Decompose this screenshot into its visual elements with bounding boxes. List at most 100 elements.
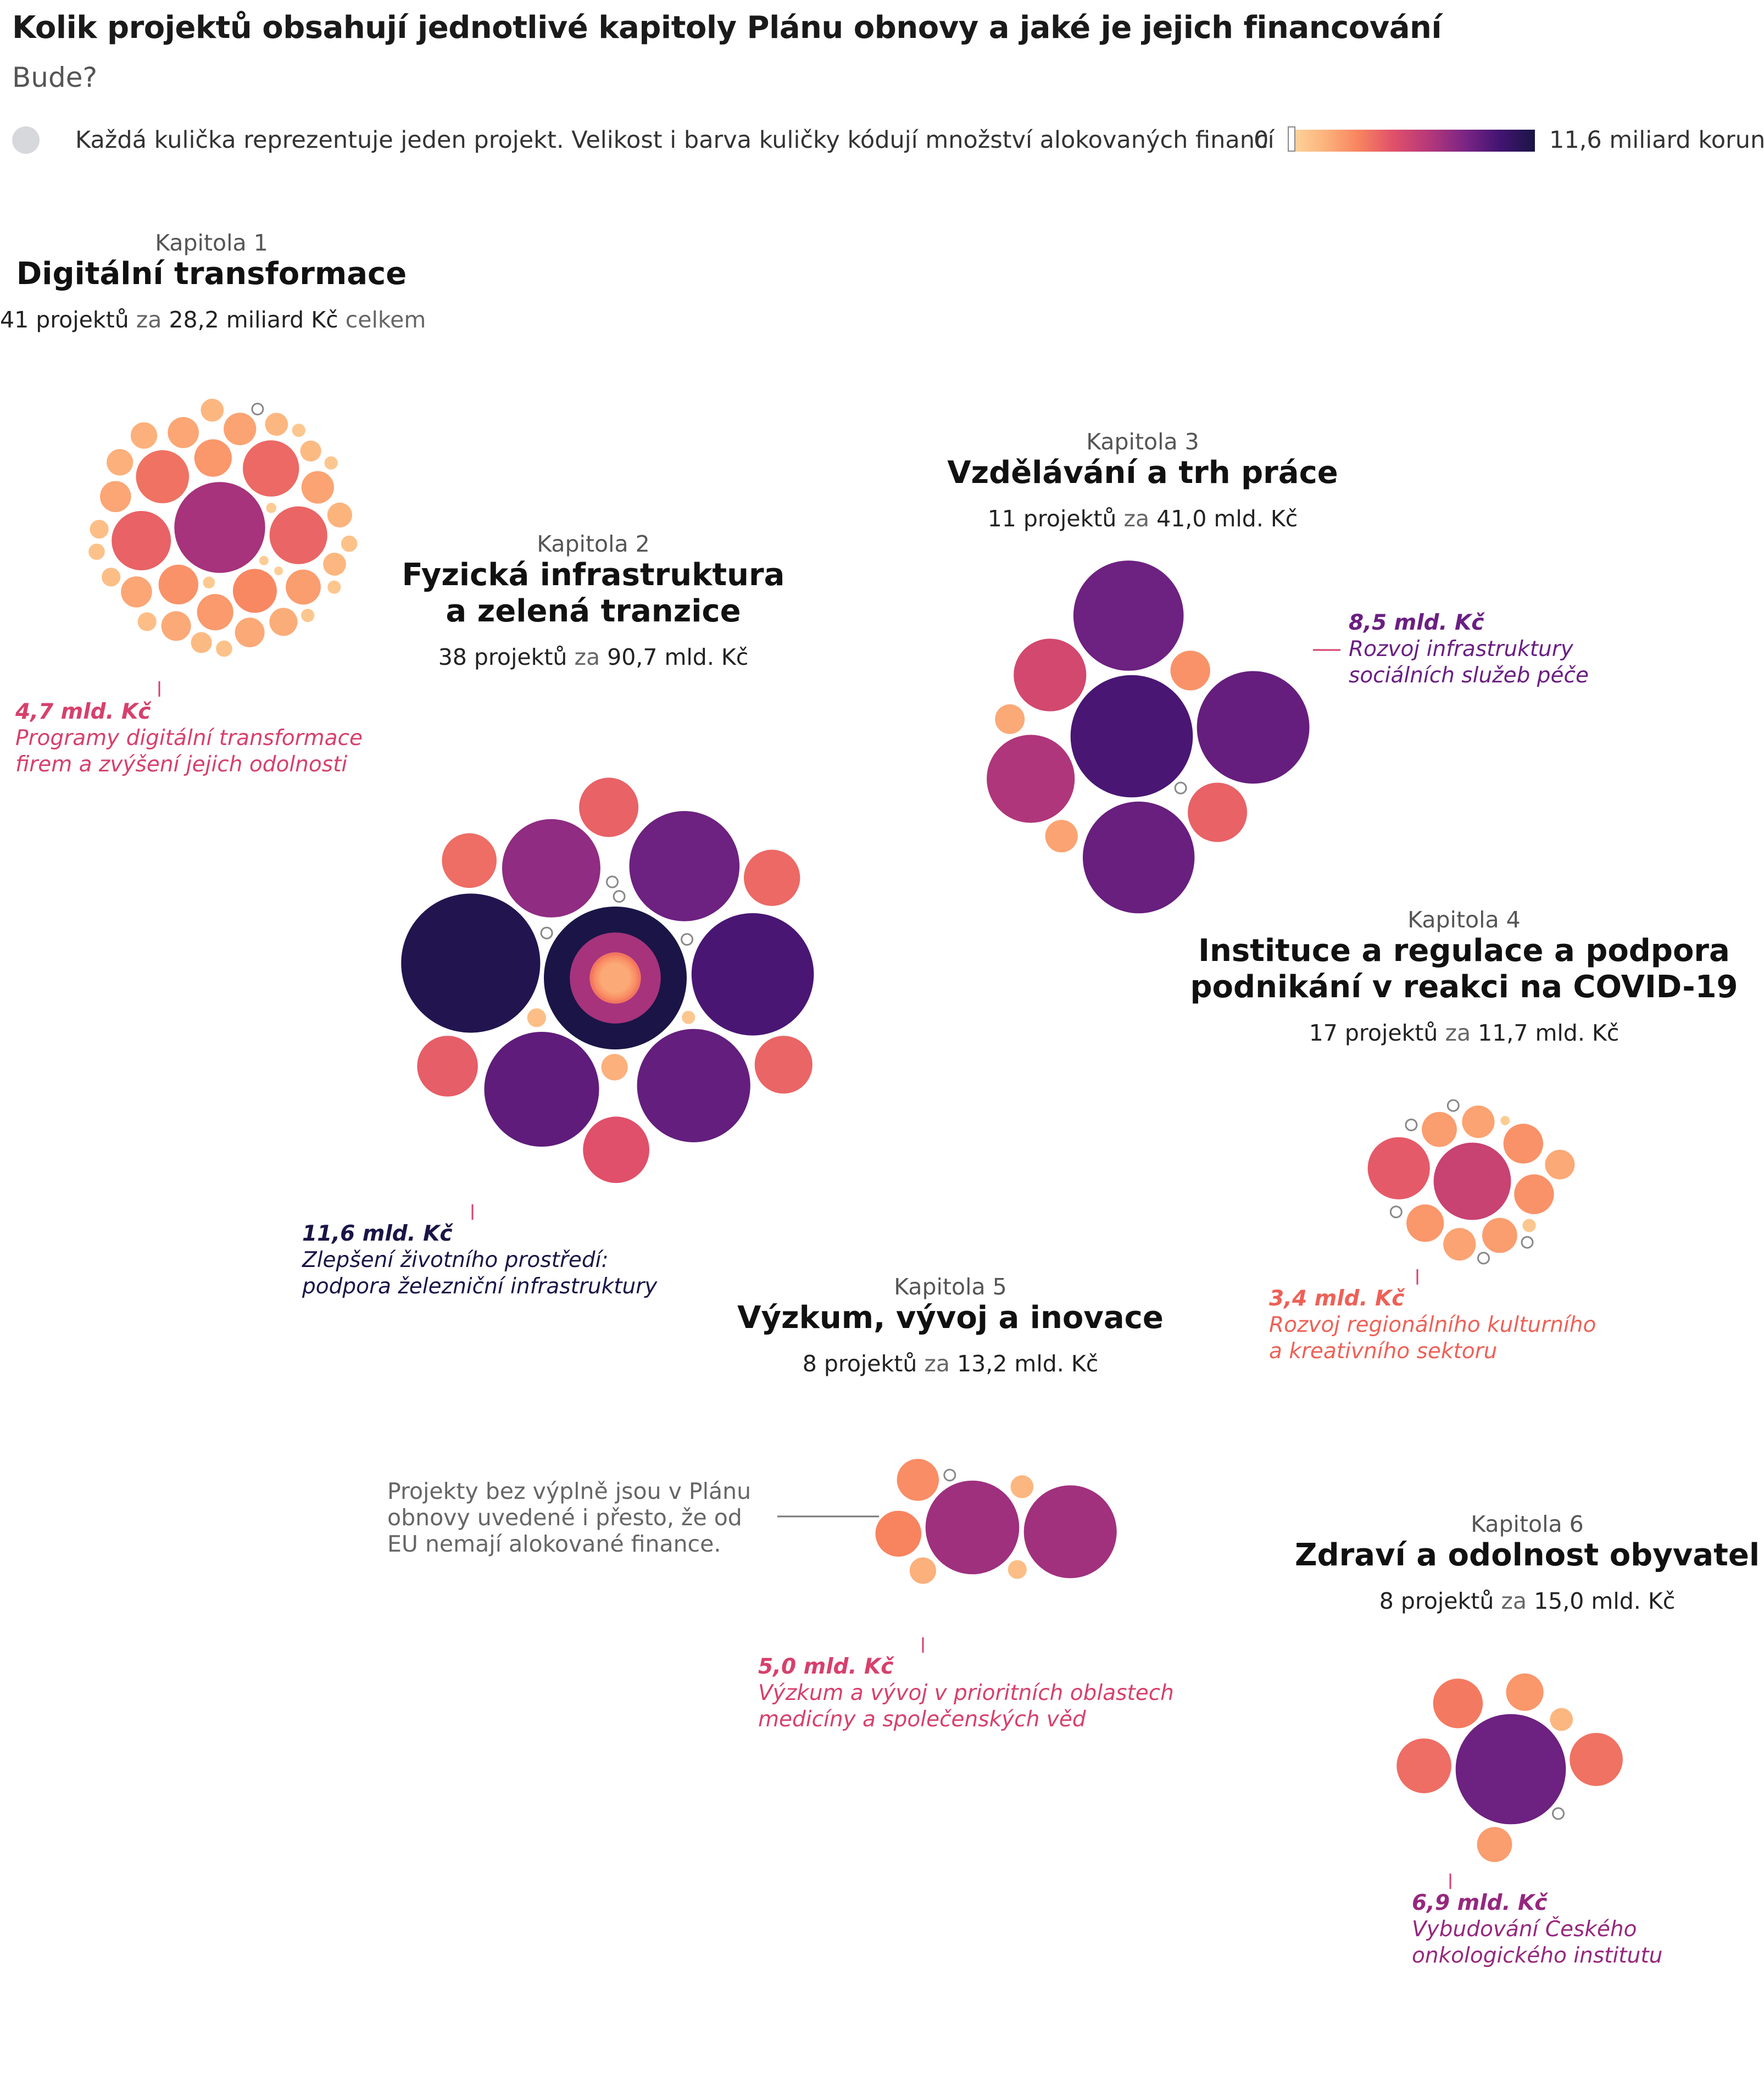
project-bubble <box>1010 1475 1034 1498</box>
project-bubble <box>744 849 800 906</box>
project-bubble <box>161 611 191 641</box>
chapter-name: Vzdělávání a trh práce <box>947 455 1338 491</box>
project-bubble <box>191 632 212 653</box>
project-bubble <box>137 612 157 631</box>
chapter-3-header: Kapitola 3 Vzdělávání a trh práce 11 pro… <box>879 429 1406 532</box>
project-bubble <box>300 440 321 462</box>
chapter-total: 41,0 mld. Kč <box>1156 505 1298 532</box>
project-bubble <box>266 503 277 513</box>
project-bubble <box>1545 1149 1575 1180</box>
project-bubble <box>232 569 277 613</box>
project-bubble <box>301 609 315 623</box>
project-bubble <box>100 481 131 513</box>
cluster-chapter-5 <box>875 1459 1117 1584</box>
project-bubble <box>136 450 190 503</box>
project-bubble <box>1008 1560 1027 1579</box>
project-bubble <box>1433 1142 1511 1220</box>
chapter-total: 13,2 mld. Kč <box>957 1351 1099 1377</box>
project-bubble <box>875 1510 922 1557</box>
annotation-amount: 3,4 mld. Kč <box>1269 1286 1405 1311</box>
annotation-amount: 4,7 mld. Kč <box>15 699 151 724</box>
project-bubble <box>194 439 232 477</box>
project-bubble <box>1170 651 1210 691</box>
project-bubble <box>130 422 158 449</box>
annotation-chapter-2: 11,6 mld. Kč Zlepšení životního prostřed… <box>302 1221 657 1300</box>
project-bubble <box>292 424 305 437</box>
project-count: 41 projektů <box>0 307 129 333</box>
project-bubble-empty <box>1174 781 1187 794</box>
chapter-stats: 17 projektů za 11,7 mld. Kč <box>1170 1020 1758 1046</box>
empty-bubbles-note: Projekty bez výplně jsou v Plánu obnovy … <box>387 1478 751 1557</box>
project-bubble <box>601 1054 628 1081</box>
chapter-stats: 8 projektů za 13,2 mld. Kč <box>687 1351 1214 1377</box>
project-bubble <box>401 893 541 1033</box>
project-bubble <box>754 1036 813 1094</box>
project-bubble-empty <box>1389 1205 1403 1219</box>
project-bubble <box>327 502 353 528</box>
project-bubble-empty <box>681 933 693 946</box>
note-line: Projekty bez výplně jsou v Plánu <box>387 1478 752 1504</box>
project-bubble <box>417 1036 478 1097</box>
project-bubble <box>629 811 740 921</box>
project-bubble <box>341 535 358 552</box>
project-bubble <box>925 1480 1020 1575</box>
annotation-text: Programy digitální transformace <box>15 726 363 751</box>
project-bubble <box>301 471 334 504</box>
note-line: obnovy uvedené i přesto, že od <box>387 1504 742 1531</box>
project-bubble <box>1462 1105 1495 1138</box>
annotation-text-line2: a kreativního sektoru <box>1269 1339 1498 1364</box>
chapter-label: Kapitola 4 <box>1407 907 1521 933</box>
chapter-total: 15,0 mld. Kč <box>1534 1588 1676 1614</box>
chapter-total: 11,7 mld. Kč <box>1478 1020 1620 1046</box>
project-bubble-empty <box>1405 1118 1418 1131</box>
annotation-chapter-4: 3,4 mld. Kč Rozvoj regionálního kulturní… <box>1269 1286 1596 1365</box>
legend-dot <box>12 126 40 154</box>
project-bubble <box>600 963 630 993</box>
project-bubble <box>259 555 269 565</box>
project-bubble <box>107 449 133 476</box>
project-bubble <box>90 520 109 539</box>
annotation-text: Rozvoj infrastruktury <box>1349 637 1573 662</box>
project-bubble <box>909 1557 936 1584</box>
annotation-chapter-5: 5,0 mld. Kč Výzkum a vývoj v prioritních… <box>758 1654 1174 1733</box>
cluster-chapter-1 <box>88 398 358 657</box>
project-bubble <box>102 568 121 587</box>
chapter-5-header: Kapitola 5 Výzkum, vývoj a inovace 8 pro… <box>687 1274 1214 1377</box>
project-count: 8 projektů <box>1379 1588 1494 1614</box>
annotation-amount: 5,0 mld. Kč <box>758 1654 894 1679</box>
chapter-total: 28,2 miliard Kč <box>169 307 338 333</box>
project-bubble-empty <box>1477 1252 1490 1265</box>
chapter-4-header: Kapitola 4 Instituce a regulace a podpor… <box>1170 907 1758 1046</box>
annotation-amount: 11,6 mld. Kč <box>302 1221 453 1246</box>
annotation-text-line2: medicíny a společenských věd <box>758 1707 1086 1732</box>
chapter-total: 90,7 mld. Kč <box>607 644 749 670</box>
project-bubble <box>88 543 105 560</box>
project-bubble <box>442 833 497 888</box>
project-bubble-empty <box>606 875 619 888</box>
project-bubble <box>265 413 288 436</box>
stats-suffix: celkem <box>345 307 426 333</box>
legend-color-scale <box>1288 130 1535 152</box>
annotation-text: Vybudování Českého <box>1412 1917 1637 1942</box>
chapter-label: Kapitola 3 <box>1086 429 1199 455</box>
legend-min-label: 0 <box>1254 126 1269 154</box>
project-bubble-empty <box>943 1469 956 1482</box>
project-bubble <box>243 440 299 497</box>
project-bubble <box>286 569 321 605</box>
annotation-text: Zlepšení životního prostředí: <box>302 1248 609 1272</box>
stats-connector: za <box>1501 1588 1527 1614</box>
project-bubble <box>269 506 327 564</box>
project-bubble <box>987 735 1075 823</box>
project-bubble <box>1396 1738 1451 1793</box>
project-bubble-empty <box>251 403 264 415</box>
project-bubble <box>1570 1733 1623 1786</box>
project-bubble <box>1045 820 1078 853</box>
project-count: 38 projektů <box>438 644 567 670</box>
annotation-text: Výzkum a vývoj v prioritních oblastech <box>758 1681 1174 1705</box>
project-bubble <box>201 398 224 422</box>
project-bubble <box>174 482 265 573</box>
chapter-stats: 38 projektů za 90,7 mld. Kč <box>330 644 857 670</box>
project-bubble <box>269 608 298 636</box>
stats-connector: za <box>136 307 162 333</box>
